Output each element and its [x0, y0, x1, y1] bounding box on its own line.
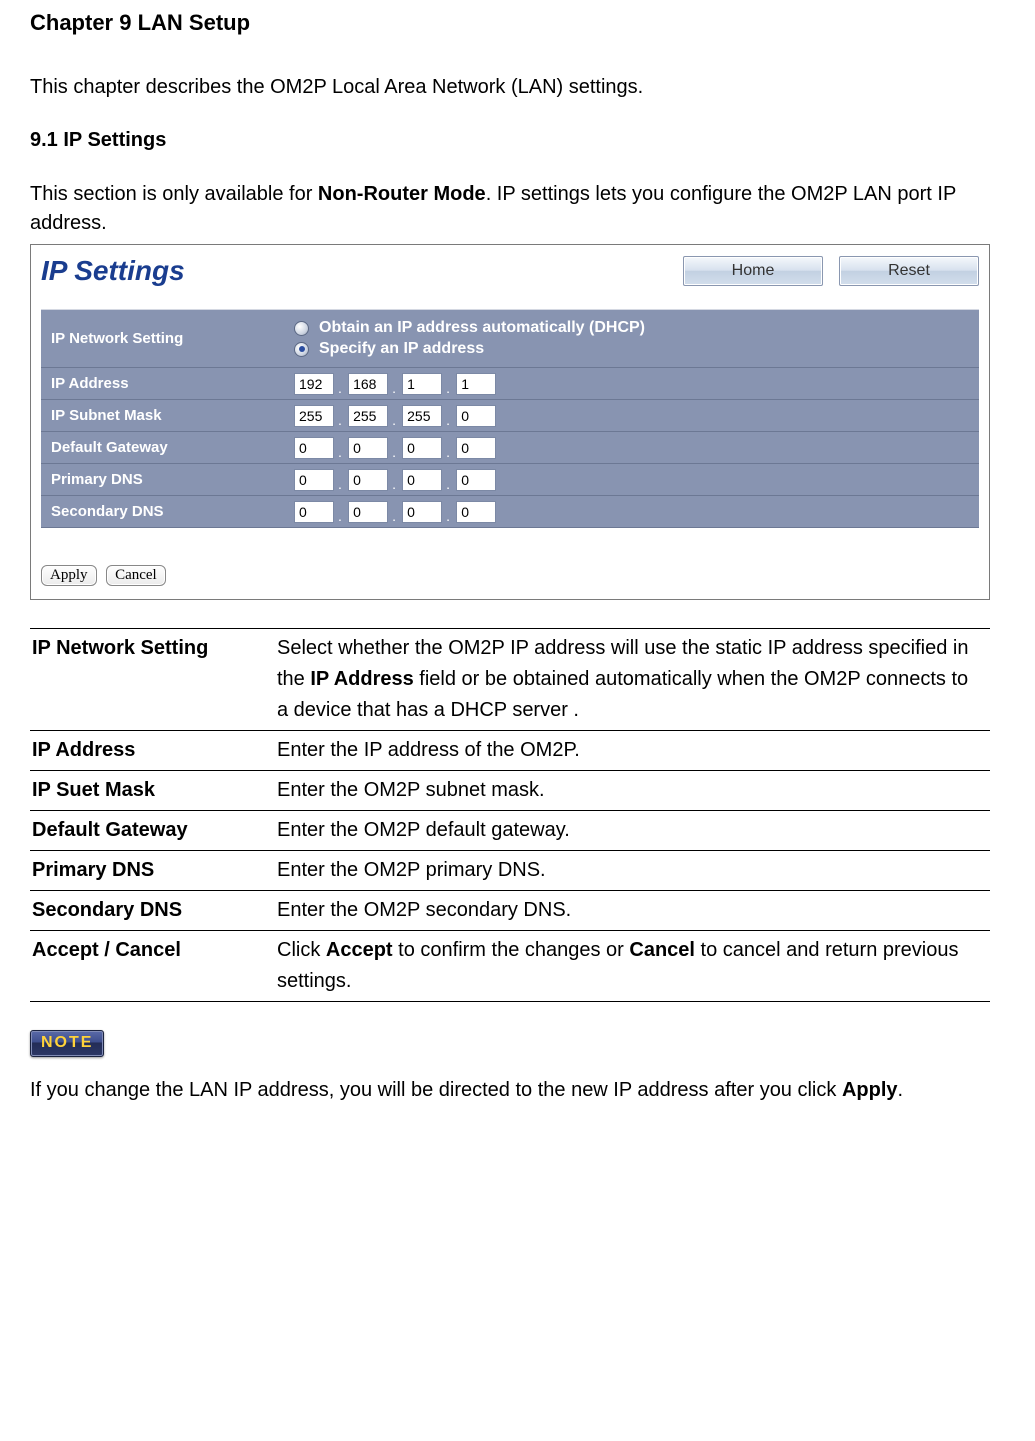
row-label-subnet: IP Subnet Mask [41, 400, 286, 432]
note-bold: Apply [842, 1079, 898, 1101]
section-desc-bold: Non-Router Mode [318, 183, 486, 205]
ip-octet-1[interactable]: 192 [294, 373, 334, 395]
note-post: . [898, 1079, 904, 1101]
gw-octet-2[interactable]: 0 [348, 437, 388, 459]
row-label-ip: IP Address [41, 368, 286, 400]
def-bold: Cancel [629, 939, 695, 961]
dot: . [444, 508, 452, 524]
table-row: IP Network Setting Select whether the OM… [30, 629, 990, 731]
def-term: Primary DNS [30, 851, 275, 891]
def-bold: IP Address [310, 668, 413, 690]
def-term: IP Network Setting [30, 629, 275, 731]
note-text: If you change the LAN IP address, you wi… [30, 1075, 1005, 1105]
row-field-ip: 192. 168. 1. 1 [286, 368, 979, 400]
def-term: IP Suet Mask [30, 771, 275, 811]
ip-octet-4[interactable]: 1 [456, 373, 496, 395]
table-row: Default Gateway Enter the OM2P default g… [30, 811, 990, 851]
def-text: to confirm the changes or [393, 939, 630, 961]
settings-table: IP Network Setting Obtain an IP address … [41, 309, 979, 528]
dot: . [390, 476, 398, 492]
def-text: Click [277, 939, 326, 961]
note-badge: NOTE [30, 1030, 104, 1057]
def-term: Secondary DNS [30, 891, 275, 931]
def-desc: Enter the OM2P secondary DNS. [275, 891, 990, 931]
panel-header: IP Settings Home Reset [41, 255, 979, 287]
chapter-title: Chapter 9 LAN Setup [30, 10, 1005, 36]
subnet-octet-4[interactable]: 0 [456, 405, 496, 427]
gw-octet-4[interactable]: 0 [456, 437, 496, 459]
gw-octet-1[interactable]: 0 [294, 437, 334, 459]
sdns-octet-2[interactable]: 0 [348, 501, 388, 523]
dot: . [444, 380, 452, 396]
row-field-subnet: 255. 255. 255. 0 [286, 400, 979, 432]
panel-title: IP Settings [41, 255, 667, 287]
table-row: IP Address Enter the IP address of the O… [30, 731, 990, 771]
ip-octet-2[interactable]: 168 [348, 373, 388, 395]
dot: . [336, 412, 344, 428]
radio-dhcp-label: Obtain an IP address automatically (DHCP… [319, 319, 645, 337]
subnet-octet-3[interactable]: 255 [402, 405, 442, 427]
def-term: Default Gateway [30, 811, 275, 851]
row-field-pdns: 0. 0. 0. 0 [286, 464, 979, 496]
dot: . [390, 508, 398, 524]
ip-octet-3[interactable]: 1 [402, 373, 442, 395]
dot: . [336, 444, 344, 460]
pdns-octet-2[interactable]: 0 [348, 469, 388, 491]
section-title: 9.1 IP Settings [30, 129, 1005, 152]
dot: . [336, 380, 344, 396]
row-label-network: IP Network Setting [41, 310, 286, 368]
row-field-sdns: 0. 0. 0. 0 [286, 496, 979, 528]
def-desc: Click Accept to confirm the changes or C… [275, 931, 990, 1002]
dot: . [444, 412, 452, 428]
cancel-button[interactable]: Cancel [106, 565, 166, 586]
row-label-pdns: Primary DNS [41, 464, 286, 496]
def-desc: Select whether the OM2P IP address will … [275, 629, 990, 731]
dot: . [336, 476, 344, 492]
apply-button[interactable]: Apply [41, 565, 97, 586]
radio-static-label: Specify an IP address [319, 340, 484, 358]
reset-button[interactable]: Reset [839, 256, 979, 286]
table-row: Primary DNS Enter the OM2P primary DNS. [30, 851, 990, 891]
section-description: This section is only available for Non-R… [30, 180, 1005, 238]
sdns-octet-4[interactable]: 0 [456, 501, 496, 523]
def-bold: Accept [326, 939, 393, 961]
def-term: Accept / Cancel [30, 931, 275, 1002]
table-row: IP Suet Mask Enter the OM2P subnet mask. [30, 771, 990, 811]
def-desc: Enter the OM2P primary DNS. [275, 851, 990, 891]
pdns-octet-3[interactable]: 0 [402, 469, 442, 491]
section-desc-pre: This section is only available for [30, 183, 318, 205]
note-pre: If you change the LAN IP address, you wi… [30, 1079, 842, 1101]
dot: . [390, 380, 398, 396]
subnet-octet-2[interactable]: 255 [348, 405, 388, 427]
row-label-sdns: Secondary DNS [41, 496, 286, 528]
def-term: IP Address [30, 731, 275, 771]
row-field-gateway: 0. 0. 0. 0 [286, 432, 979, 464]
ip-settings-screenshot: IP Settings Home Reset IP Network Settin… [30, 244, 990, 600]
sdns-octet-1[interactable]: 0 [294, 501, 334, 523]
home-button[interactable]: Home [683, 256, 823, 286]
subnet-octet-1[interactable]: 255 [294, 405, 334, 427]
dot: . [390, 444, 398, 460]
table-row: Accept / Cancel Click Accept to confirm … [30, 931, 990, 1002]
gw-octet-3[interactable]: 0 [402, 437, 442, 459]
definitions-table: IP Network Setting Select whether the OM… [30, 628, 990, 1002]
row-label-gateway: Default Gateway [41, 432, 286, 464]
dot: . [444, 444, 452, 460]
def-desc: Enter the OM2P default gateway. [275, 811, 990, 851]
table-row: Secondary DNS Enter the OM2P secondary D… [30, 891, 990, 931]
dot: . [390, 412, 398, 428]
def-desc: Enter the IP address of the OM2P. [275, 731, 990, 771]
dot: . [336, 508, 344, 524]
dot: . [444, 476, 452, 492]
pdns-octet-1[interactable]: 0 [294, 469, 334, 491]
chapter-intro: This chapter describes the OM2P Local Ar… [30, 76, 1005, 99]
row-field-network: Obtain an IP address automatically (DHCP… [286, 310, 979, 368]
sdns-octet-3[interactable]: 0 [402, 501, 442, 523]
def-desc: Enter the OM2P subnet mask. [275, 771, 990, 811]
button-row: Apply Cancel [41, 562, 979, 585]
radio-dhcp[interactable] [294, 321, 309, 336]
pdns-octet-4[interactable]: 0 [456, 469, 496, 491]
radio-static[interactable] [294, 342, 309, 357]
